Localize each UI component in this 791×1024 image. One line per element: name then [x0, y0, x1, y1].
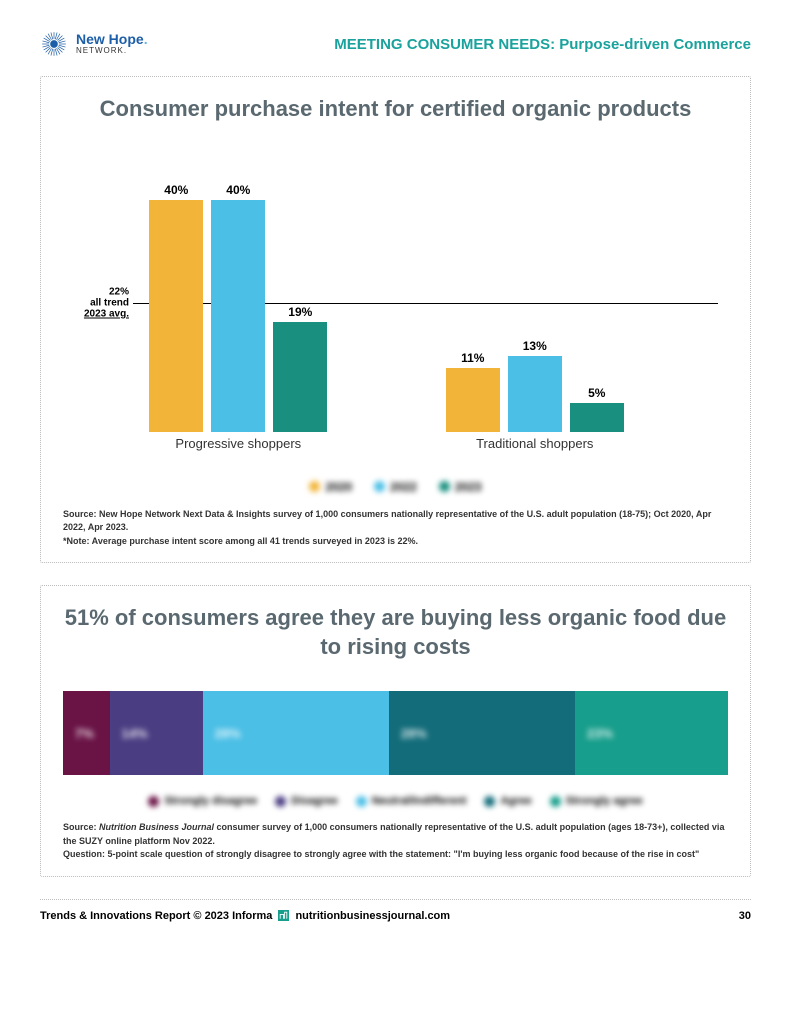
- chart1-source-line1: Source: New Hope Network Next Data & Ins…: [63, 508, 728, 535]
- stacked-segment: 28%: [389, 691, 575, 775]
- bar-group: 11%13%5%Traditional shoppers: [446, 356, 624, 431]
- nbj-icon: [278, 910, 289, 921]
- segment-label: 14%: [122, 726, 148, 741]
- panel-chart-bar: Consumer purchase intent for certified o…: [40, 76, 751, 563]
- page-footer: Trends & Innovations Report © 2023 Infor…: [40, 899, 751, 922]
- brand-logo: New Hope. NETWORK.: [40, 30, 148, 58]
- legend-swatch: [439, 481, 450, 492]
- legend-label: 2023: [455, 480, 482, 494]
- legend-swatch: [550, 796, 561, 807]
- legend-swatch: [356, 796, 367, 807]
- bar-group: 40%40%19%Progressive shoppers: [149, 200, 327, 432]
- x-axis-label: Traditional shoppers: [476, 436, 593, 451]
- footer-site: nutritionbusinessjournal.com: [295, 910, 450, 922]
- legend-swatch: [275, 796, 286, 807]
- segment-label: 28%: [215, 726, 241, 741]
- legend-label: Strongly agree: [566, 795, 643, 807]
- brand-subtitle: NETWORK.: [76, 47, 148, 55]
- chart1-source: Source: New Hope Network Next Data & Ins…: [63, 508, 728, 549]
- legend-item: Agree: [484, 795, 531, 807]
- chart2-source-line1: Source: Nutrition Business Journal consu…: [63, 821, 728, 848]
- page-title: MEETING CONSUMER NEEDS: Purpose-driven C…: [334, 36, 751, 53]
- reference-label: 22%all trend2023 avg.: [84, 286, 133, 319]
- legend-item: 2023: [439, 480, 482, 494]
- legend-item: Neutral/Indifferent: [356, 795, 467, 807]
- bar-value-label: 11%: [461, 351, 484, 365]
- stacked-bar: 7% 14% 28% 28% 23%: [63, 691, 728, 775]
- legend-swatch: [309, 481, 320, 492]
- segment-label: 7%: [75, 726, 94, 741]
- segment-label: 28%: [401, 726, 427, 741]
- legend-swatch: [484, 796, 495, 807]
- legend-label: 2020: [325, 480, 352, 494]
- legend-item: Strongly agree: [550, 795, 643, 807]
- legend-swatch: [374, 481, 385, 492]
- panel-chart-stacked: 51% of consumers agree they are buying l…: [40, 585, 751, 877]
- bar-value-label: 19%: [288, 305, 312, 319]
- bar-value-label: 13%: [523, 339, 547, 353]
- chart2-source: Source: Nutrition Business Journal consu…: [63, 821, 728, 862]
- bar: 11%: [446, 368, 500, 432]
- bar: 5%: [570, 403, 624, 432]
- x-axis-label: Progressive shoppers: [175, 436, 301, 451]
- chart1-source-note: *Note: Average purchase intent score amo…: [63, 535, 728, 549]
- legend-label: 2022: [390, 480, 417, 494]
- bar-chart: 22%all trend2023 avg.40%40%19%Progressiv…: [73, 154, 718, 454]
- stacked-segment: 28%: [203, 691, 389, 775]
- stacked-segment: 23%: [575, 691, 728, 775]
- bar: 40%: [149, 200, 203, 432]
- bar: 40%: [211, 200, 265, 432]
- legend-item: Strongly disagree: [148, 795, 257, 807]
- legend-item: 2020: [309, 480, 352, 494]
- legend-item: Disagree: [275, 795, 337, 807]
- legend-label: Agree: [500, 795, 531, 807]
- legend-swatch: [148, 796, 159, 807]
- segment-label: 23%: [587, 726, 613, 741]
- stacked-segment: 7%: [63, 691, 110, 775]
- chart1-title: Consumer purchase intent for certified o…: [63, 95, 728, 124]
- bar-value-label: 5%: [588, 386, 605, 400]
- page-number: 30: [739, 910, 751, 922]
- chart2-question: Question: 5-point scale question of stro…: [63, 848, 728, 862]
- chart1-legend: 2020 2022 2023: [63, 480, 728, 494]
- chart2-legend: Strongly disagree Disagree Neutral/Indiffe…: [63, 795, 728, 807]
- legend-label: Disagree: [291, 795, 337, 807]
- stacked-segment: 14%: [110, 691, 203, 775]
- bar: 19%: [273, 322, 327, 432]
- bar-value-label: 40%: [226, 183, 250, 197]
- bar: 13%: [508, 356, 562, 431]
- legend-label: Neutral/Indifferent: [372, 795, 467, 807]
- chart2-title: 51% of consumers agree they are buying l…: [63, 604, 728, 661]
- bar-value-label: 40%: [164, 183, 188, 197]
- starburst-icon: [40, 30, 68, 58]
- legend-label: Strongly disagree: [164, 795, 257, 807]
- brand-name: New Hope.: [76, 32, 148, 47]
- legend-item: 2022: [374, 480, 417, 494]
- page-header: New Hope. NETWORK. MEETING CONSUMER NEED…: [40, 30, 751, 58]
- footer-copyright: Trends & Innovations Report © 2023 Infor…: [40, 910, 272, 922]
